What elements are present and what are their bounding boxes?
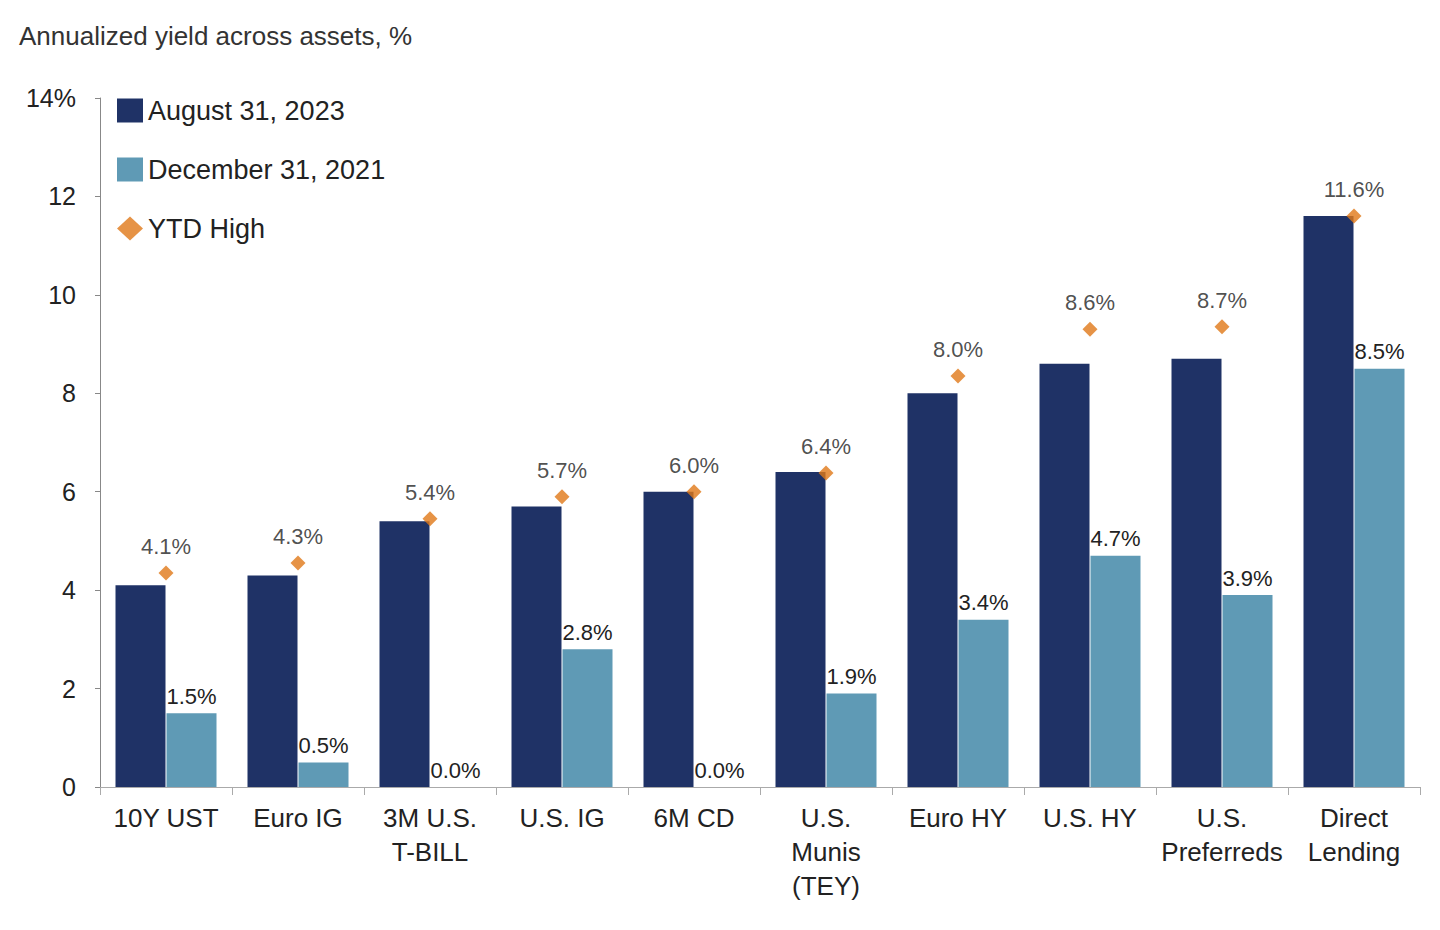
svg-text:6.4%: 6.4% xyxy=(801,434,851,459)
svg-text:U.S.: U.S. xyxy=(801,803,852,833)
svg-text:YTD High: YTD High xyxy=(148,214,265,244)
svg-text:U.S. IG: U.S. IG xyxy=(519,803,604,833)
svg-text:U.S. HY: U.S. HY xyxy=(1043,803,1137,833)
svg-text:0: 0 xyxy=(62,773,76,801)
svg-text:5.7%: 5.7% xyxy=(537,458,587,483)
svg-text:6.0%: 6.0% xyxy=(669,453,719,478)
svg-text:12: 12 xyxy=(48,182,76,210)
svg-text:0.5%: 0.5% xyxy=(298,733,348,758)
svg-text:6M CD: 6M CD xyxy=(654,803,735,833)
svg-text:Euro IG: Euro IG xyxy=(253,803,343,833)
svg-text:8.0%: 8.0% xyxy=(933,337,983,362)
svg-text:0.0%: 0.0% xyxy=(694,758,744,783)
svg-text:2: 2 xyxy=(62,675,76,703)
svg-text:4.7%: 4.7% xyxy=(1090,526,1140,551)
svg-text:8: 8 xyxy=(62,379,76,407)
svg-text:11.6%: 11.6% xyxy=(1324,177,1385,202)
svg-text:8.6%: 8.6% xyxy=(1065,290,1115,315)
svg-text:10Y UST: 10Y UST xyxy=(113,803,218,833)
svg-text:Euro HY: Euro HY xyxy=(909,803,1007,833)
svg-text:2.8%: 2.8% xyxy=(562,620,612,645)
svg-text:10: 10 xyxy=(48,281,76,309)
svg-text:5.4%: 5.4% xyxy=(405,480,455,505)
svg-text:T-BILL: T-BILL xyxy=(392,837,469,867)
svg-text:4.3%: 4.3% xyxy=(273,524,323,549)
svg-text:3.4%: 3.4% xyxy=(958,590,1008,615)
svg-text:Preferreds: Preferreds xyxy=(1161,837,1282,867)
svg-text:Direct: Direct xyxy=(1320,803,1389,833)
svg-text:4.1%: 4.1% xyxy=(141,534,191,559)
svg-text:3M U.S.: 3M U.S. xyxy=(383,803,477,833)
svg-text:December 31, 2021: December 31, 2021 xyxy=(148,155,385,185)
svg-text:1.9%: 1.9% xyxy=(826,664,876,689)
svg-text:Munis: Munis xyxy=(791,837,860,867)
svg-text:4: 4 xyxy=(62,576,76,604)
svg-text:8.5%: 8.5% xyxy=(1354,339,1404,364)
svg-text:0.0%: 0.0% xyxy=(430,758,480,783)
svg-text:Annualized yield across assets: Annualized yield across assets, % xyxy=(19,21,412,51)
svg-text:1.5%: 1.5% xyxy=(166,684,216,709)
svg-text:Lending: Lending xyxy=(1308,837,1401,867)
svg-text:3.9%: 3.9% xyxy=(1222,566,1272,591)
svg-text:(TEY): (TEY) xyxy=(792,871,860,901)
svg-text:6: 6 xyxy=(62,478,76,506)
svg-text:8.7%: 8.7% xyxy=(1197,288,1247,313)
svg-text:August 31, 2023: August 31, 2023 xyxy=(148,96,345,126)
svg-text:14%: 14% xyxy=(26,84,76,112)
svg-text:U.S.: U.S. xyxy=(1197,803,1248,833)
